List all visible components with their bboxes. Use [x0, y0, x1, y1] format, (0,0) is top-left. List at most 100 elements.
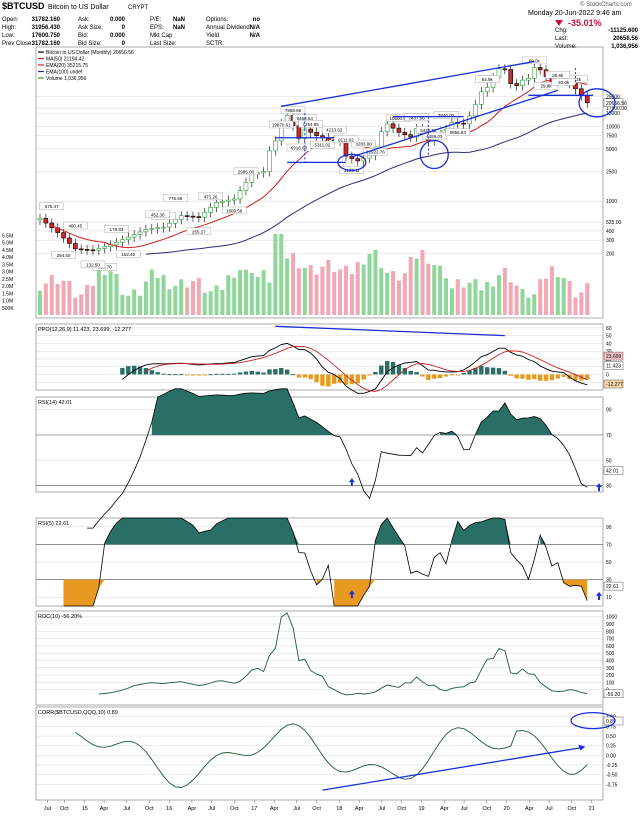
- price-annotation-label: 3283.00: [355, 142, 372, 147]
- y-tick-label: 60: [606, 326, 612, 332]
- candle-body: [131, 234, 137, 238]
- price-annotation-label: 460.45: [68, 224, 82, 229]
- x-tick-label: Oct: [230, 806, 239, 812]
- panel-label: RSI(14) 42.01: [38, 400, 72, 406]
- volume-tick-label: 4.5M: [2, 248, 13, 254]
- y-tick-label: 15000: [606, 111, 620, 117]
- ppo-histogram-bar: [296, 374, 302, 378]
- candle-body: [502, 68, 508, 71]
- panel-label: ROC(10) -56.20%: [38, 614, 82, 620]
- ppo-histogram-bar: [490, 367, 496, 375]
- ppo-histogram-bar: [214, 373, 219, 375]
- ppo-histogram-bar: [443, 374, 449, 377]
- x-tick-label: Jul: [208, 806, 215, 812]
- ppo-histogram-bar: [485, 367, 490, 375]
- y-tick-label: 300: [606, 238, 615, 244]
- ppo-histogram-bar: [202, 374, 207, 376]
- volume-bar: [473, 279, 478, 315]
- ppo-histogram-bar: [349, 374, 355, 385]
- y-tick-label: 50: [606, 334, 612, 340]
- volume-bar: [255, 277, 260, 315]
- y-tick-label: 200: [606, 251, 615, 257]
- candle-body: [102, 246, 108, 249]
- candle-body: [120, 239, 125, 243]
- quote-value: 31782.160: [32, 41, 61, 47]
- candle-body: [308, 128, 313, 133]
- y-tick-label: 17500.00: [606, 106, 627, 112]
- candle-body: [390, 123, 396, 129]
- ppo-histogram-bar: [473, 367, 478, 375]
- annotation-box: [333, 135, 359, 144]
- price-annotation-label: 452.30: [151, 212, 165, 217]
- volume-tick-label: 5.0M: [2, 241, 13, 247]
- y-tick-label: 30: [606, 484, 612, 490]
- value-tag-label: 20656.56: [606, 101, 627, 107]
- volume-bar: [314, 274, 319, 315]
- annotation-line: [281, 60, 535, 107]
- candle-body: [220, 200, 225, 203]
- ppo-histogram-bar: [390, 361, 396, 375]
- volume-bar: [208, 291, 213, 315]
- volume-bar: [402, 273, 407, 315]
- volume-bar: [161, 275, 166, 315]
- legend-entry: EMA(20) 35215.75: [46, 63, 88, 69]
- candle-body: [461, 122, 466, 125]
- y-tick-label: 100: [606, 680, 615, 686]
- ppo-histogram-bar: [402, 367, 408, 375]
- ppo-histogram-bar: [467, 370, 472, 375]
- value-tag-label: -12.277: [606, 382, 623, 388]
- volume-bar: [173, 285, 178, 315]
- ppo-histogram-bar: [231, 373, 237, 375]
- volume-bar: [279, 233, 284, 315]
- quote-label: Ask:: [78, 17, 90, 23]
- quote-label: Bid Size:: [78, 41, 102, 47]
- candle-body: [78, 248, 84, 251]
- candle-body: [473, 104, 478, 117]
- candle-body: [367, 155, 372, 159]
- annotation-box: [322, 125, 347, 134]
- x-tick-label: Oct: [568, 806, 577, 812]
- panel-frame: [35, 46, 604, 319]
- x-tick-label: Apr: [188, 806, 197, 812]
- annotation-box: [298, 120, 323, 128]
- up-arrow-icon: [598, 487, 600, 492]
- volume-bar: [232, 277, 237, 315]
- ppo-histogram-bar: [520, 374, 525, 379]
- quote-label: Options:: [206, 17, 229, 23]
- candle-body: [314, 132, 319, 137]
- volume-bar: [291, 253, 296, 315]
- price-annotation-label: 3940.00: [438, 113, 455, 118]
- x-tick-label: Oct: [60, 806, 69, 812]
- ppo-histogram-bar: [514, 374, 519, 379]
- value-tag: [603, 98, 624, 107]
- annotation-line: [275, 325, 505, 337]
- annotation-box: [221, 206, 247, 215]
- quote-label: Yield: [206, 33, 219, 39]
- candle-body: [37, 217, 43, 221]
- volume-bar: [38, 290, 42, 315]
- candle-body: [178, 215, 184, 220]
- ppo-histogram-bar: [267, 369, 272, 375]
- x-tick-label: Jul: [461, 806, 468, 812]
- candle-body: [343, 141, 349, 157]
- annotation-box: [433, 111, 459, 119]
- ppo-line: [122, 342, 588, 394]
- y-tick-label: -0.25: [606, 763, 618, 769]
- candle-body: [402, 132, 408, 136]
- volume-bar: [567, 281, 572, 315]
- ppo-histogram-bar: [561, 374, 566, 377]
- volume-bar: [138, 295, 143, 315]
- x-tick-label: 15: [82, 806, 88, 812]
- volume-tick-label: 3.5M: [2, 262, 13, 268]
- quote-value: N/A: [250, 25, 261, 31]
- value-tag: [603, 379, 624, 389]
- volume-bar: [496, 275, 501, 315]
- quote-value: 31782.160: [32, 17, 61, 23]
- up-arrow-icon: [348, 478, 355, 483]
- quote-value: NaN: [173, 25, 185, 31]
- x-tick-label: Jul: [293, 806, 300, 812]
- candle-body: [384, 123, 390, 132]
- symbol-type: CRYPT: [128, 5, 149, 11]
- panel-frame: [35, 610, 604, 706]
- volume-bar: [67, 280, 72, 315]
